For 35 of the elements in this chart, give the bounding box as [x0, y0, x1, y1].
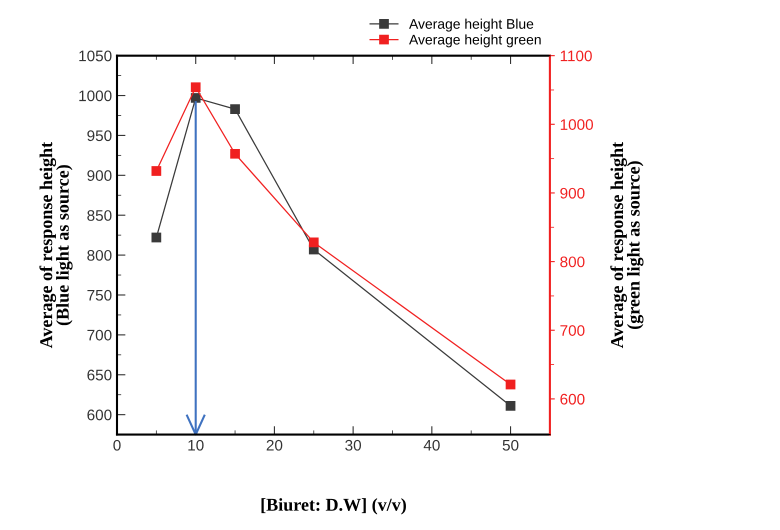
point [230, 104, 240, 114]
y-axis-title: Average of response height (Blue light as source) [39, 142, 73, 348]
y-tick-label: 950 [87, 130, 112, 142]
y2-tick-label: 900 [560, 188, 585, 199]
y2-axis-title: Average of response height (green light as source) [610, 142, 644, 348]
y2-tick-label: 600 [560, 394, 585, 405]
point [151, 232, 162, 242]
y-tick-label: 700 [87, 330, 112, 341]
y-tick-label: 900 [87, 170, 112, 182]
x-tick-label: 20 [266, 440, 282, 451]
legend-label: Average height green [409, 34, 541, 48]
y-tick-label: 800 [87, 250, 112, 261]
x-tick-label: 50 [502, 440, 518, 451]
x-tick-label: 40 [424, 440, 440, 451]
point [506, 380, 516, 390]
point [190, 82, 201, 92]
point [308, 238, 319, 248]
y2-tick-label: 1000 [560, 119, 594, 130]
y-tick-label: 650 [87, 370, 112, 380]
x-tick-label: 30 [345, 440, 362, 451]
y-tick-label: 750 [87, 290, 112, 301]
y2-tick-label: 1100 [560, 50, 592, 62]
y2-tick-label: 700 [560, 325, 585, 336]
y2-tick-label: 800 [560, 256, 585, 268]
y-tick-label: 600 [87, 410, 112, 420]
point [230, 148, 240, 159]
y-tick-label: 850 [87, 210, 112, 221]
x-tick-label: 0 [113, 440, 121, 451]
point [151, 166, 162, 176]
legend-label: Average height Blue [409, 18, 534, 32]
point [506, 401, 516, 411]
y-tick-label: 1050 [79, 50, 112, 62]
y-tick-label: 1000 [79, 90, 112, 102]
x-axis-title: [Biuret: D.W] (v/v) [261, 498, 406, 515]
x-tick-label: 10 [188, 440, 204, 451]
